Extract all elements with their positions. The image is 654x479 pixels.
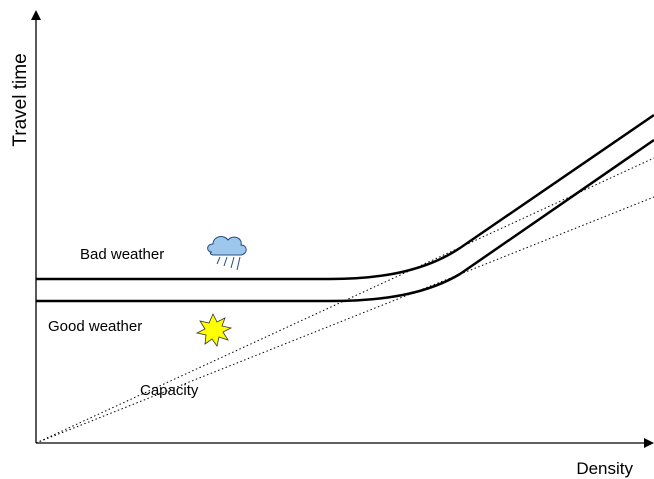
good-weather-label: Good weather [48, 318, 142, 335]
capacity-line-good [35, 196, 654, 444]
good-weather-curve [36, 138, 654, 303]
bad-weather-curve [36, 113, 654, 281]
x-axis-label: Density [576, 459, 633, 478]
capacity-label: Capacity [140, 382, 199, 399]
bad-weather-label: Bad weather [80, 246, 164, 263]
cloud-icon [207, 236, 247, 271]
sun-icon [195, 313, 233, 347]
y-axis-label: Travel time [10, 53, 31, 146]
